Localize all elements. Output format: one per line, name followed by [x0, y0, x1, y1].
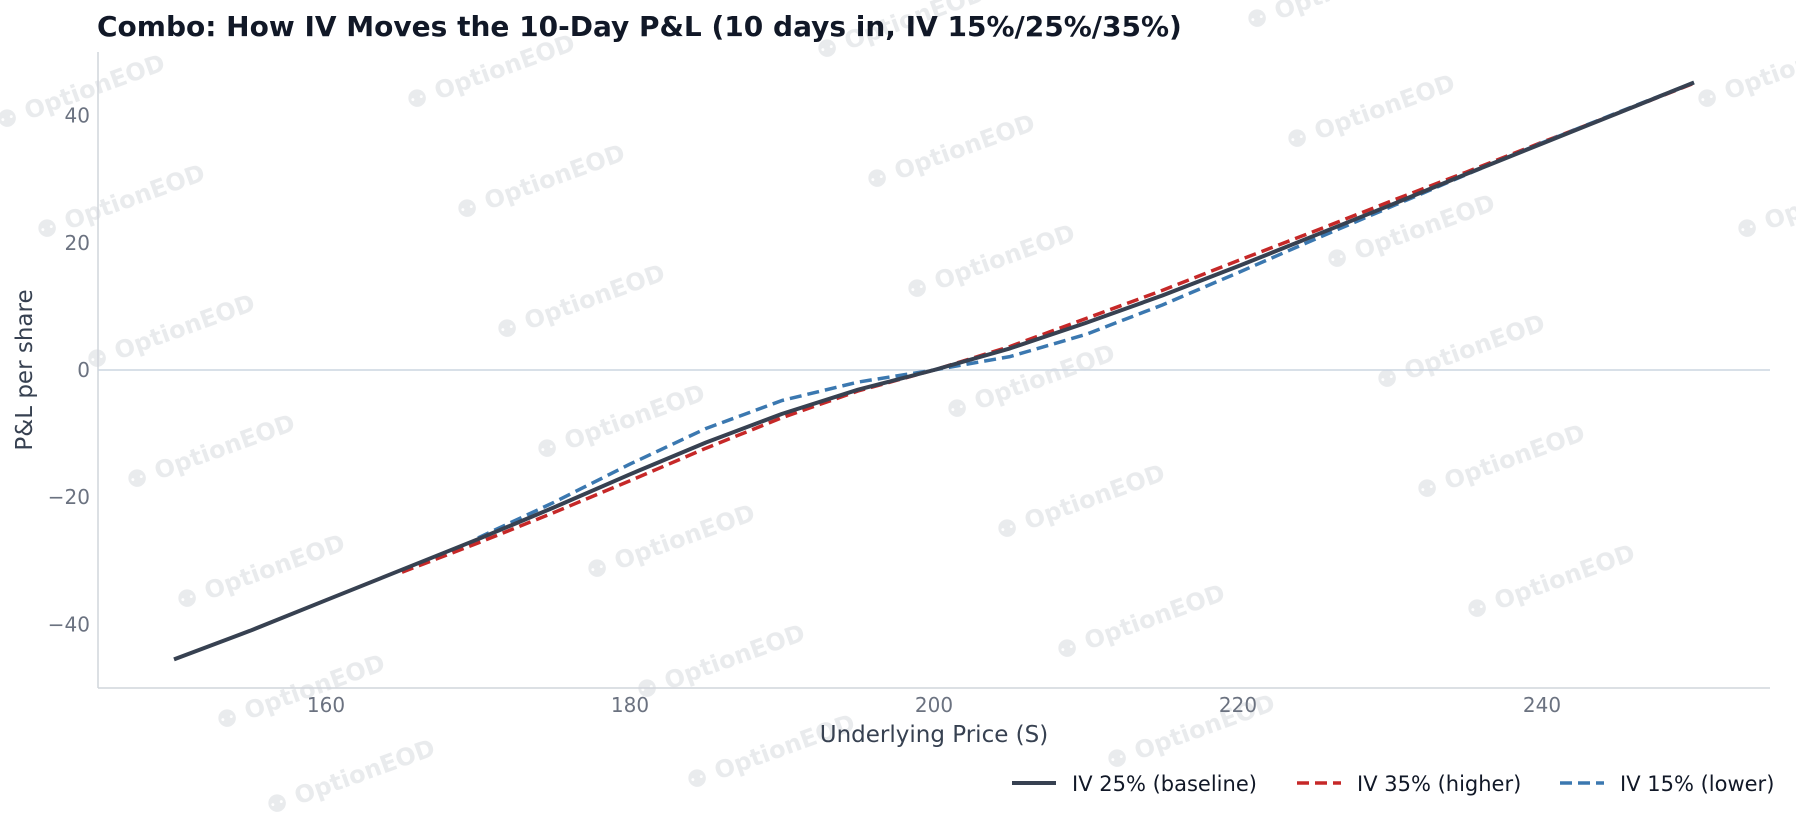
series-layer — [173, 80, 1695, 662]
watermark-text: ⚉ OptionEOD — [632, 619, 808, 706]
watermark-text: ⚉ OptionEOD — [82, 289, 258, 376]
y-axis-label: P&L per share — [12, 289, 38, 450]
x-tick-label: 240 — [1523, 693, 1561, 717]
watermark-text: ⚉ OptionEOD — [1052, 579, 1228, 666]
y-tick-label: −40 — [48, 612, 90, 636]
legend-label: IV 35% (higher) — [1357, 772, 1521, 796]
x-tick-label: 180 — [611, 693, 649, 717]
watermark-text: ⚉ OptionEOD — [1692, 29, 1796, 116]
watermark-text: ⚉ OptionEOD — [1732, 159, 1796, 246]
legend-label: IV 25% (baseline) — [1072, 772, 1257, 796]
series-line-iv-35-higher — [401, 81, 1695, 574]
watermark-text: ⚉ OptionEOD — [862, 109, 1038, 196]
watermark-text: ⚉ OptionEOD — [262, 734, 438, 819]
watermark-text: ⚉ OptionEOD — [1282, 69, 1458, 156]
y-tick-label: 20 — [65, 231, 90, 255]
chart-title: Combo: How IV Moves the 10-Day P&L (10 d… — [97, 10, 1182, 43]
watermark-text: ⚉ OptionEOD — [582, 499, 758, 586]
legend: IV 25% (baseline) IV 35% (higher) IV 15% (… — [1012, 772, 1774, 796]
y-tick-labels: −40 −20 0 20 40 — [48, 104, 90, 637]
y-tick-label: 40 — [65, 104, 90, 128]
watermark-text: ⚉ OptionEOD — [1372, 309, 1548, 396]
watermark-text: ⚉ OptionEOD — [492, 259, 668, 346]
x-tick-label: 200 — [915, 693, 953, 717]
x-tick-label: 160 — [307, 693, 345, 717]
x-tick-label: 220 — [1219, 693, 1257, 717]
watermark-text: ⚉ OptionEOD — [1462, 539, 1638, 626]
watermark-text: ⚉ OptionEOD — [992, 459, 1168, 546]
watermark-text: ⚉ OptionEOD — [452, 139, 628, 226]
x-tick-labels: 160 180 200 220 240 — [307, 693, 1561, 717]
watermark-text: ⚉ OptionEOD — [1412, 419, 1588, 506]
watermark-text: ⚉ OptionEOD — [1322, 189, 1498, 276]
watermark-text: ⚉ OptionEOD — [212, 649, 388, 736]
legend-label: IV 15% (lower) — [1620, 772, 1774, 796]
watermark-text: ⚉ OptionEOD — [122, 409, 298, 496]
watermark-text: ⚉ OptionEOD — [32, 159, 208, 246]
series-line-iv-25-baseline — [173, 80, 1695, 662]
x-axis-label: Underlying Price (S) — [820, 722, 1048, 748]
watermark-text: ⚉ OptionEOD — [902, 219, 1078, 306]
watermark-text: ⚉ OptionEOD — [1242, 0, 1418, 36]
y-tick-label: 0 — [77, 358, 90, 382]
y-tick-label: −20 — [48, 485, 90, 509]
